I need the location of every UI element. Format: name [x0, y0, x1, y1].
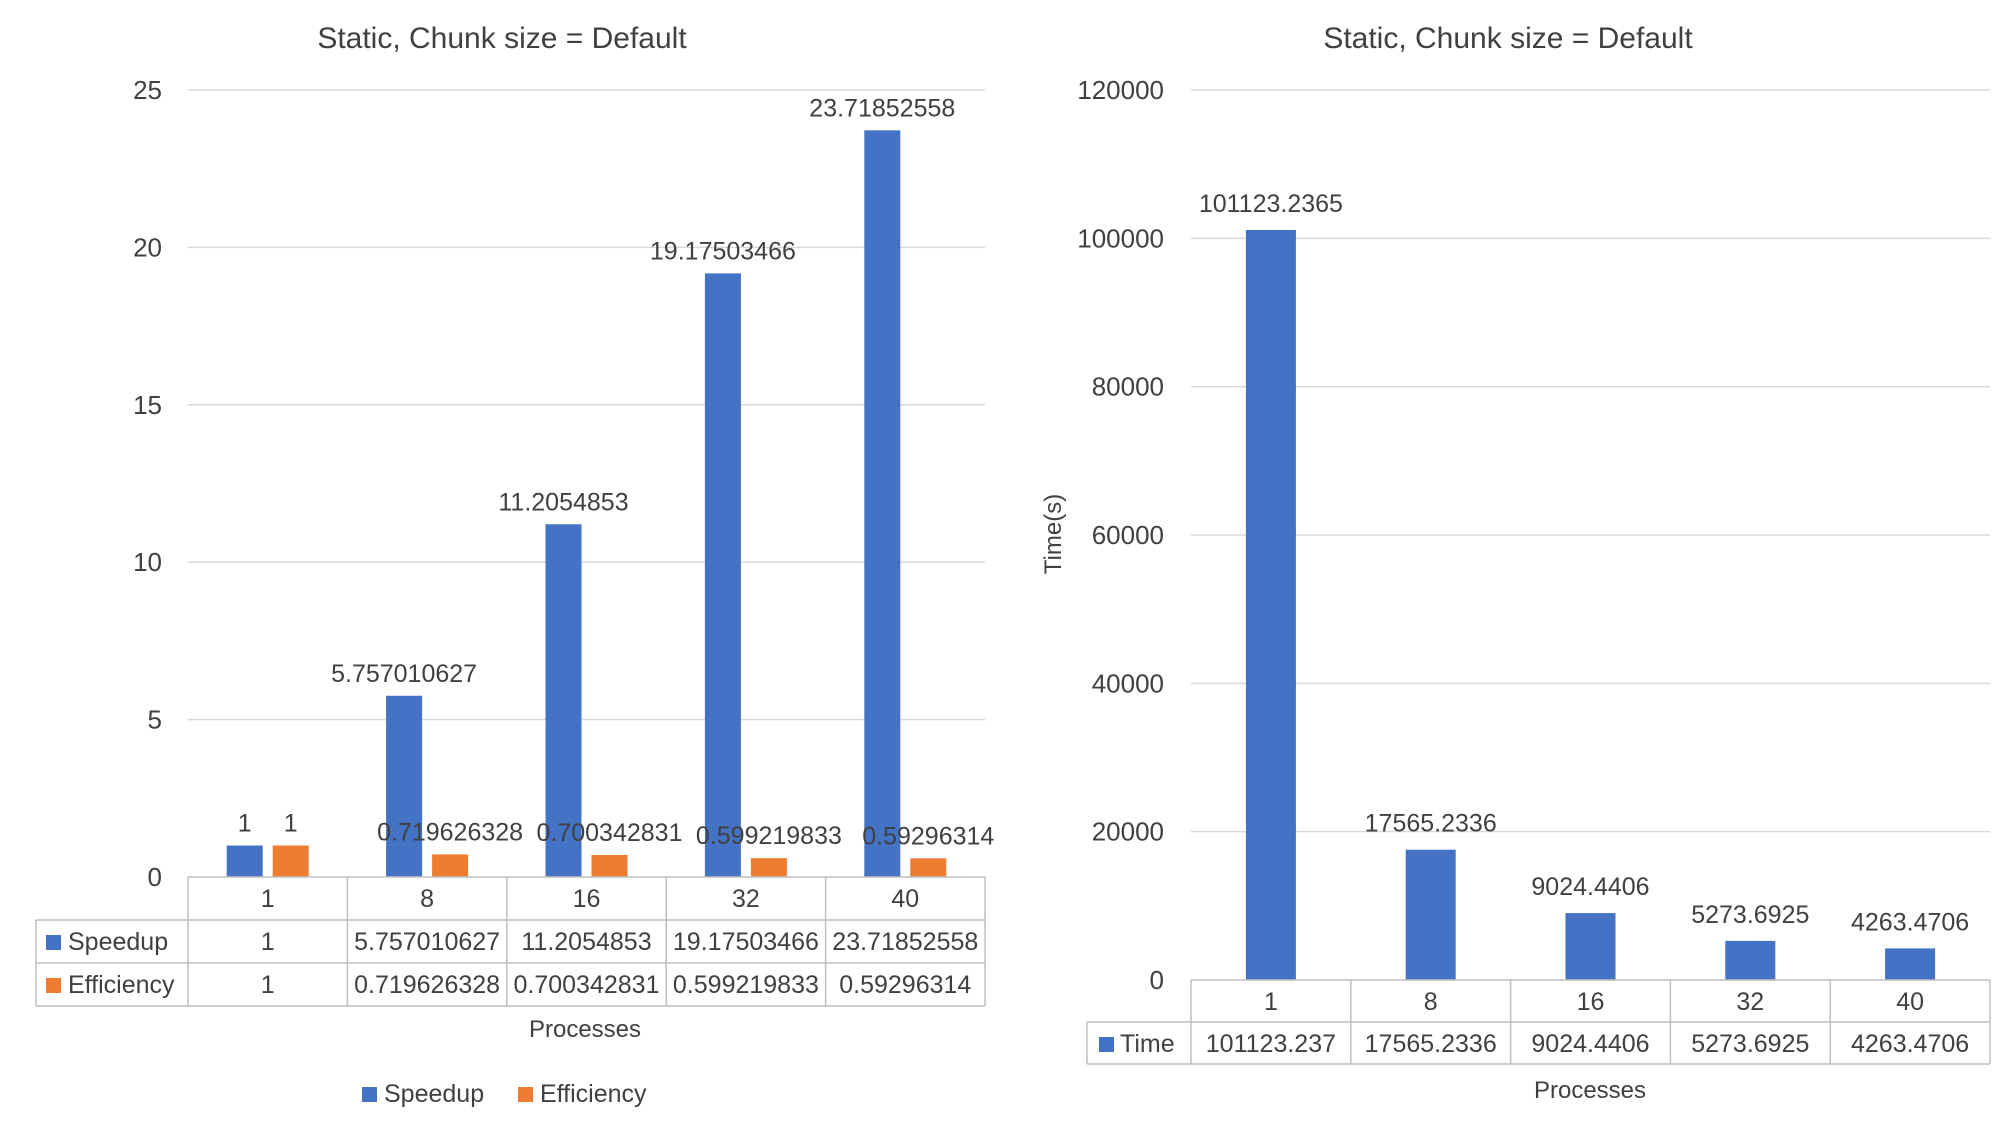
chart1-y-tick-label: 5	[148, 705, 162, 735]
chart2-y-tick-label: 100000	[1077, 223, 1164, 253]
chart1-bar-speedup	[545, 524, 582, 877]
chart1-data-label: 1	[284, 810, 298, 838]
chart1-bar-efficiency	[750, 858, 787, 877]
chart1-table-series-name: Speedup	[68, 928, 168, 956]
chart1-table-cell: 23.71852558	[832, 928, 978, 956]
chart2-x-tick-label: 40	[1896, 988, 1924, 1016]
chart2-bar-time	[1245, 230, 1296, 980]
chart2-bar-time	[1565, 913, 1616, 980]
chart1-y-tick-label: 20	[133, 232, 162, 262]
chart2-bar-time	[1405, 849, 1456, 980]
chart1-table-cell: 0.599219833	[673, 971, 819, 999]
chart1-bar-efficiency	[910, 858, 947, 877]
chart2-table-legend-key	[1099, 1037, 1114, 1052]
chart2-x-axis-label: Processes	[1534, 1077, 1646, 1104]
chart1-table-legend-key	[46, 978, 61, 993]
chart1-table-cell: 0.59296314	[839, 971, 971, 999]
chart1-table-series-name: Efficiency	[68, 971, 175, 999]
chart1-legend-label: Speedup	[384, 1080, 484, 1108]
chart1-table-cell: 1	[261, 971, 275, 999]
chart2-y-tick-label: 0	[1150, 965, 1164, 995]
chart2-y-tick-label: 120000	[1077, 75, 1164, 105]
chart1-x-axis-label: Processes	[529, 1016, 641, 1043]
chart2-data-label: 101123.2365	[1199, 190, 1343, 218]
chart2-data-label: 5273.6925	[1691, 901, 1809, 929]
chart2-bar-time	[1885, 948, 1936, 980]
chart1-data-label: 0.700342831	[537, 819, 683, 847]
chart1-bar-efficiency	[272, 845, 309, 877]
chart1-x-tick-label: 32	[732, 885, 760, 913]
chart2-y-tick-label: 80000	[1092, 372, 1164, 402]
chart1-table-cell: 0.719626328	[354, 971, 500, 999]
chart1-table-legend-key	[46, 935, 61, 950]
chart1-x-tick-label: 16	[573, 885, 601, 913]
chart1-legend-swatch	[362, 1087, 377, 1102]
chart1-data-label: 5.757010627	[331, 660, 477, 688]
chart2-title: Static, Chunk size = Default	[1323, 22, 1693, 55]
chart1-data-label: 23.71852558	[809, 94, 955, 122]
chart1-y-tick-label: 25	[133, 75, 162, 105]
chart2-data-label: 4263.4706	[1851, 908, 1969, 936]
chart1-data-label: 19.17503466	[650, 237, 796, 265]
chart2-x-tick-label: 1	[1264, 988, 1278, 1016]
chart1-table-cell: 1	[261, 928, 275, 956]
chart1-y-tick-label: 0	[148, 862, 162, 892]
chart1-title: Static, Chunk size = Default	[317, 22, 687, 55]
chart1-legend-swatch	[518, 1087, 533, 1102]
chart2-table-cell: 17565.2336	[1365, 1030, 1497, 1058]
chart1-bar-efficiency	[591, 854, 628, 877]
chart1-data-label: 0.719626328	[377, 818, 523, 846]
chart2-data-label: 17565.2336	[1365, 810, 1497, 838]
chart2-y-tick-label: 60000	[1092, 520, 1164, 550]
chart1-y-tick-label: 15	[133, 390, 162, 420]
chart1-table-cell: 5.757010627	[354, 928, 500, 956]
chart2-y-axis-label: Time(s)	[1040, 494, 1067, 574]
chart2-data-label: 9024.4406	[1531, 873, 1649, 901]
chart2-bar-time	[1725, 940, 1776, 980]
chart1-legend-label: Efficiency	[540, 1080, 647, 1108]
chart1-bar-speedup	[864, 130, 901, 877]
chart1-x-tick-label: 1	[261, 885, 275, 913]
chart2-x-tick-label: 32	[1736, 988, 1764, 1016]
chart1-bar-speedup	[386, 695, 423, 877]
chart2-table-cell: 9024.4406	[1531, 1030, 1649, 1058]
chart2-table-cell: 4263.4706	[1851, 1030, 1969, 1058]
chart1-bar-efficiency	[432, 854, 469, 877]
chart1-x-tick-label: 40	[891, 885, 919, 913]
chart2-y-tick-label: 40000	[1092, 668, 1164, 698]
chart2-table-cell: 5273.6925	[1691, 1030, 1809, 1058]
chart2-y-tick-label: 20000	[1092, 817, 1164, 847]
chart1-data-label: 11.2054853	[498, 488, 628, 516]
chart1-data-label: 0.599219833	[696, 822, 842, 850]
chart2-table-cell: 101123.237	[1206, 1030, 1336, 1058]
chart2-x-tick-label: 16	[1577, 988, 1605, 1016]
chart1-table-cell: 0.700342831	[514, 971, 660, 999]
chart1-data-label: 0.59296314	[862, 822, 994, 850]
chart1-x-tick-label: 8	[420, 885, 434, 913]
chart1-table-cell: 11.2054853	[521, 928, 651, 956]
chart2-x-tick-label: 8	[1424, 988, 1438, 1016]
chart1-y-tick-label: 10	[133, 547, 162, 577]
chart1-table-cell: 19.17503466	[673, 928, 819, 956]
chart1-data-label: 1	[238, 810, 252, 838]
chart2-table-series-name: Time	[1120, 1030, 1175, 1058]
chart1-bar-speedup	[704, 273, 741, 878]
chart1-bar-speedup	[226, 845, 263, 877]
